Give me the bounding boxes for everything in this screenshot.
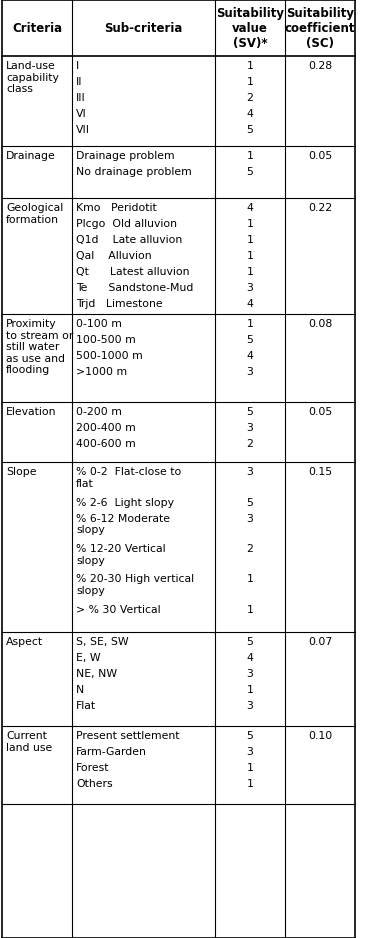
Text: Plcgo  Old alluvion: Plcgo Old alluvion	[76, 219, 177, 229]
Text: 1: 1	[247, 151, 254, 161]
Text: E, W: E, W	[76, 653, 100, 663]
Text: 1: 1	[247, 61, 254, 71]
Text: >1000 m: >1000 m	[76, 367, 127, 377]
Text: 1: 1	[247, 251, 254, 261]
Text: Drainage: Drainage	[6, 151, 56, 161]
Text: 1: 1	[247, 574, 254, 584]
Text: 3: 3	[247, 423, 254, 433]
Text: Forest: Forest	[76, 763, 109, 773]
Text: 5: 5	[247, 335, 254, 345]
Text: 3: 3	[247, 367, 254, 377]
Text: 0.10: 0.10	[308, 731, 332, 741]
Text: Suitability
coefficient
(SC): Suitability coefficient (SC)	[285, 7, 355, 50]
Text: Elevation: Elevation	[6, 407, 57, 417]
Text: 4: 4	[247, 653, 254, 663]
Text: Sub-criteria: Sub-criteria	[104, 22, 183, 35]
Text: 2: 2	[247, 544, 254, 554]
Text: 0.28: 0.28	[308, 61, 332, 71]
Text: Slope: Slope	[6, 467, 36, 477]
Text: Flat: Flat	[76, 701, 96, 711]
Text: 4: 4	[247, 203, 254, 213]
Text: Qal    Alluvion: Qal Alluvion	[76, 251, 152, 261]
Text: II: II	[76, 77, 82, 87]
Text: Qt      Latest alluvion: Qt Latest alluvion	[76, 267, 189, 277]
Text: 0.05: 0.05	[308, 151, 332, 161]
Text: Proximity
to stream or
still water
as use and
flooding: Proximity to stream or still water as us…	[6, 319, 74, 375]
Text: 0-100 m: 0-100 m	[76, 319, 122, 329]
Text: Trjd   Limestone: Trjd Limestone	[76, 299, 163, 309]
Text: Criteria: Criteria	[12, 22, 62, 35]
Text: Farm-Garden: Farm-Garden	[76, 747, 147, 757]
Text: 400-600 m: 400-600 m	[76, 439, 136, 449]
Text: 1: 1	[247, 267, 254, 277]
Text: N: N	[76, 685, 84, 695]
Text: Geological
formation: Geological formation	[6, 203, 63, 224]
Text: 4: 4	[247, 299, 254, 309]
Text: Aspect: Aspect	[6, 637, 43, 647]
Text: 0.07: 0.07	[308, 637, 332, 647]
Text: Q1d    Late alluvion: Q1d Late alluvion	[76, 235, 182, 245]
Text: 200-400 m: 200-400 m	[76, 423, 136, 433]
Text: Current
land use: Current land use	[6, 731, 52, 752]
Text: 5: 5	[247, 125, 254, 135]
Text: Present settlement: Present settlement	[76, 731, 180, 741]
Text: 0-200 m: 0-200 m	[76, 407, 122, 417]
Text: III: III	[76, 93, 86, 103]
Text: 3: 3	[247, 669, 254, 679]
Text: 5: 5	[247, 407, 254, 417]
Text: Land-use
capability
class: Land-use capability class	[6, 61, 59, 94]
Text: 3: 3	[247, 513, 254, 523]
Text: No drainage problem: No drainage problem	[76, 167, 192, 177]
Text: 5: 5	[247, 167, 254, 177]
Text: 0.22: 0.22	[308, 203, 332, 213]
Text: 1: 1	[247, 763, 254, 773]
Text: Suitability
value
(SV)*: Suitability value (SV)*	[216, 7, 284, 50]
Text: 5: 5	[247, 497, 254, 507]
Text: 1: 1	[247, 77, 254, 87]
Text: 3: 3	[247, 283, 254, 293]
Text: > % 30 Vertical: > % 30 Vertical	[76, 605, 160, 615]
Text: % 0-2  Flat-close to
flat: % 0-2 Flat-close to flat	[76, 467, 181, 489]
Text: 5: 5	[247, 637, 254, 647]
Text: 4: 4	[247, 109, 254, 119]
Text: 500-1000 m: 500-1000 m	[76, 351, 143, 361]
Text: VII: VII	[76, 125, 90, 135]
Text: 1: 1	[247, 685, 254, 695]
Text: 1: 1	[247, 235, 254, 245]
Text: 2: 2	[247, 439, 254, 449]
Text: 0.05: 0.05	[308, 407, 332, 417]
Text: % 20-30 High vertical
slopy: % 20-30 High vertical slopy	[76, 574, 194, 597]
Text: % 2-6  Light slopy: % 2-6 Light slopy	[76, 497, 174, 507]
Text: 1: 1	[247, 319, 254, 329]
Text: Kmo   Peridotit: Kmo Peridotit	[76, 203, 157, 213]
Text: % 12-20 Vertical
slopy: % 12-20 Vertical slopy	[76, 544, 166, 566]
Text: 1: 1	[247, 219, 254, 229]
Text: 1: 1	[247, 605, 254, 615]
Text: 3: 3	[247, 701, 254, 711]
Text: Drainage problem: Drainage problem	[76, 151, 175, 161]
Text: % 6-12 Moderate
slopy: % 6-12 Moderate slopy	[76, 513, 170, 535]
Text: Others: Others	[76, 779, 112, 789]
Text: S, SE, SW: S, SE, SW	[76, 637, 129, 647]
Text: 1: 1	[247, 779, 254, 789]
Text: 0.08: 0.08	[308, 319, 332, 329]
Text: 4: 4	[247, 351, 254, 361]
Text: 2: 2	[247, 93, 254, 103]
Text: 3: 3	[247, 747, 254, 757]
Text: 5: 5	[247, 731, 254, 741]
Text: I: I	[76, 61, 79, 71]
Text: 100-500 m: 100-500 m	[76, 335, 136, 345]
Text: VI: VI	[76, 109, 87, 119]
Text: 0.15: 0.15	[308, 467, 332, 477]
Text: NE, NW: NE, NW	[76, 669, 117, 679]
Text: 3: 3	[247, 467, 254, 477]
Text: Te      Sandstone-Mud: Te Sandstone-Mud	[76, 283, 194, 293]
